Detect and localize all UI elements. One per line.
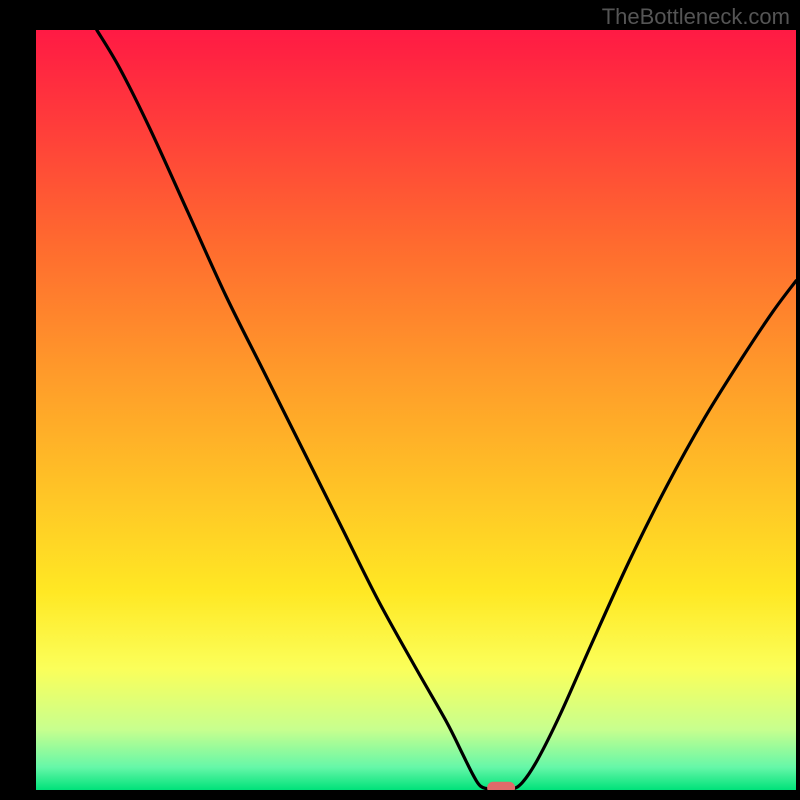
optimal-marker — [487, 782, 515, 790]
watermark-text: TheBottleneck.com — [602, 4, 790, 30]
plot-area — [36, 30, 796, 790]
gradient-background — [36, 30, 796, 790]
chart-svg — [36, 30, 796, 790]
chart-container: TheBottleneck.com — [0, 0, 800, 800]
